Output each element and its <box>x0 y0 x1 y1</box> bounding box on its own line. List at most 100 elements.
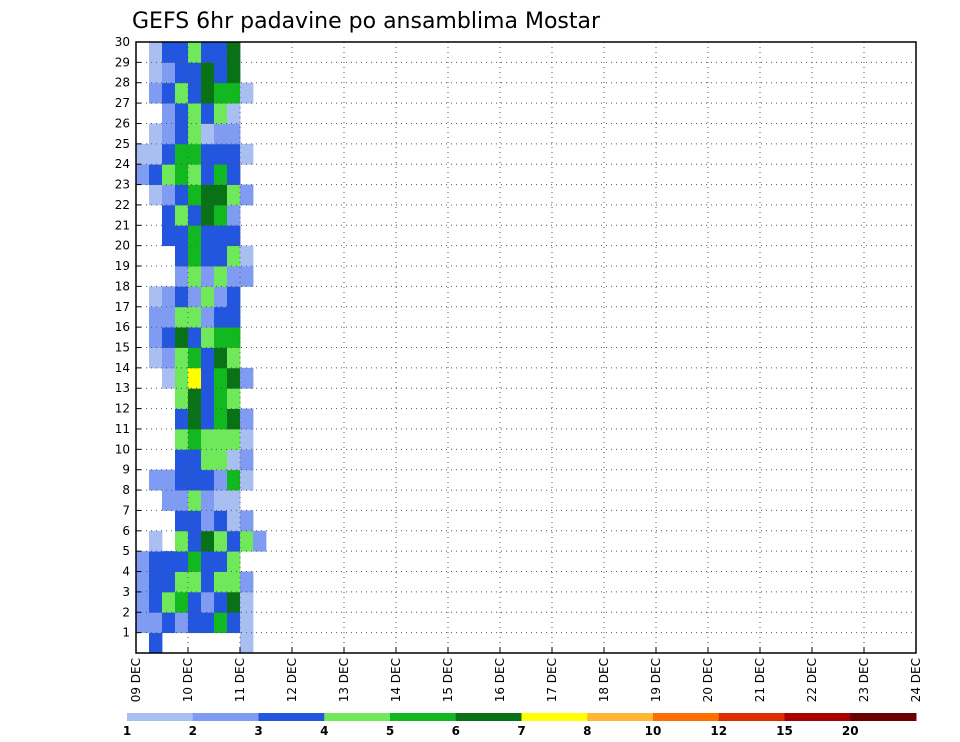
y-tick-label: 29 <box>115 55 130 69</box>
cell <box>214 204 228 226</box>
y-axis: 1234567891011121314151617181920212223242… <box>115 35 141 640</box>
cell <box>175 551 189 572</box>
cell <box>227 42 241 63</box>
cell <box>201 571 215 593</box>
cell <box>188 62 202 84</box>
cell <box>227 530 241 552</box>
cell <box>188 571 202 593</box>
cell <box>240 143 254 165</box>
cell <box>214 286 228 308</box>
cell <box>214 449 228 471</box>
cell <box>188 164 202 185</box>
cell <box>188 551 202 572</box>
cell <box>240 367 254 389</box>
y-tick-label: 17 <box>115 300 130 314</box>
cell <box>214 327 228 348</box>
cell <box>188 367 202 389</box>
chart-title: GEFS 6hr padavine po ansamblima Mostar <box>132 9 601 34</box>
cell <box>188 42 202 63</box>
cell <box>175 103 189 124</box>
cell <box>214 347 228 369</box>
cell <box>227 388 241 409</box>
cell <box>188 306 202 328</box>
cell <box>214 530 228 552</box>
cell <box>162 184 176 206</box>
cell <box>175 143 189 165</box>
cell <box>227 62 241 84</box>
cell <box>149 164 163 185</box>
cell <box>162 347 176 369</box>
y-tick-label: 12 <box>115 402 130 416</box>
cell <box>214 306 228 328</box>
cell <box>188 184 202 206</box>
cell <box>162 367 176 389</box>
cell <box>149 591 163 613</box>
cell <box>136 571 150 593</box>
cell <box>214 428 228 450</box>
cell <box>175 62 189 84</box>
legend-label: 15 <box>776 724 793 738</box>
cell <box>214 82 228 104</box>
cell <box>175 184 189 206</box>
cell <box>149 143 163 165</box>
heatmap-cells <box>136 42 267 654</box>
cell <box>227 490 241 511</box>
cell <box>162 286 176 308</box>
cell <box>227 449 241 471</box>
grid-lines <box>136 41 916 653</box>
legend-swatch <box>390 713 457 721</box>
y-tick-label: 20 <box>115 239 130 253</box>
cell <box>201 184 215 206</box>
cell <box>201 551 215 572</box>
x-tick-label: 15 DEC <box>441 658 455 702</box>
cell <box>188 143 202 165</box>
y-tick-label: 8 <box>122 483 130 497</box>
cell <box>162 490 176 511</box>
legend-label: 3 <box>254 724 262 738</box>
legend-label: 12 <box>710 724 727 738</box>
legend-label: 4 <box>320 724 328 738</box>
cell <box>149 571 163 593</box>
cell <box>201 428 215 450</box>
cell <box>136 143 150 165</box>
cell <box>149 632 163 654</box>
y-tick-label: 9 <box>122 463 130 477</box>
cell <box>175 612 189 634</box>
cell <box>149 530 163 552</box>
y-tick-label: 6 <box>122 524 130 538</box>
cell <box>175 408 189 430</box>
cell <box>188 510 202 532</box>
cell <box>201 591 215 613</box>
y-tick-label: 1 <box>122 626 130 640</box>
cell <box>175 428 189 450</box>
cell <box>201 612 215 634</box>
cell <box>149 82 163 104</box>
x-tick-label: 17 DEC <box>545 658 559 702</box>
cell <box>162 42 176 63</box>
cell <box>240 591 254 613</box>
cell <box>175 347 189 369</box>
x-tick-label: 22 DEC <box>805 658 819 702</box>
cell <box>162 327 176 348</box>
cell <box>188 123 202 145</box>
cell <box>214 388 228 409</box>
cell <box>188 490 202 511</box>
color-legend: 1 2 3 4 5 6 7 8 10 12 15 20 <box>123 713 917 738</box>
cell <box>227 408 241 430</box>
y-tick-label: 22 <box>115 198 130 212</box>
cell <box>227 367 241 389</box>
cell <box>201 266 215 287</box>
cell <box>201 490 215 511</box>
cell <box>188 449 202 471</box>
x-tick-label: 18 DEC <box>597 658 611 702</box>
cell <box>227 469 241 491</box>
y-tick-label: 26 <box>115 116 130 130</box>
cell <box>188 225 202 247</box>
legend-label: 10 <box>645 724 662 738</box>
cell <box>175 530 189 552</box>
cell <box>175 449 189 471</box>
y-tick-label: 18 <box>115 279 130 293</box>
cell <box>214 591 228 613</box>
y-tick-label: 14 <box>115 361 130 375</box>
cell <box>175 164 189 185</box>
